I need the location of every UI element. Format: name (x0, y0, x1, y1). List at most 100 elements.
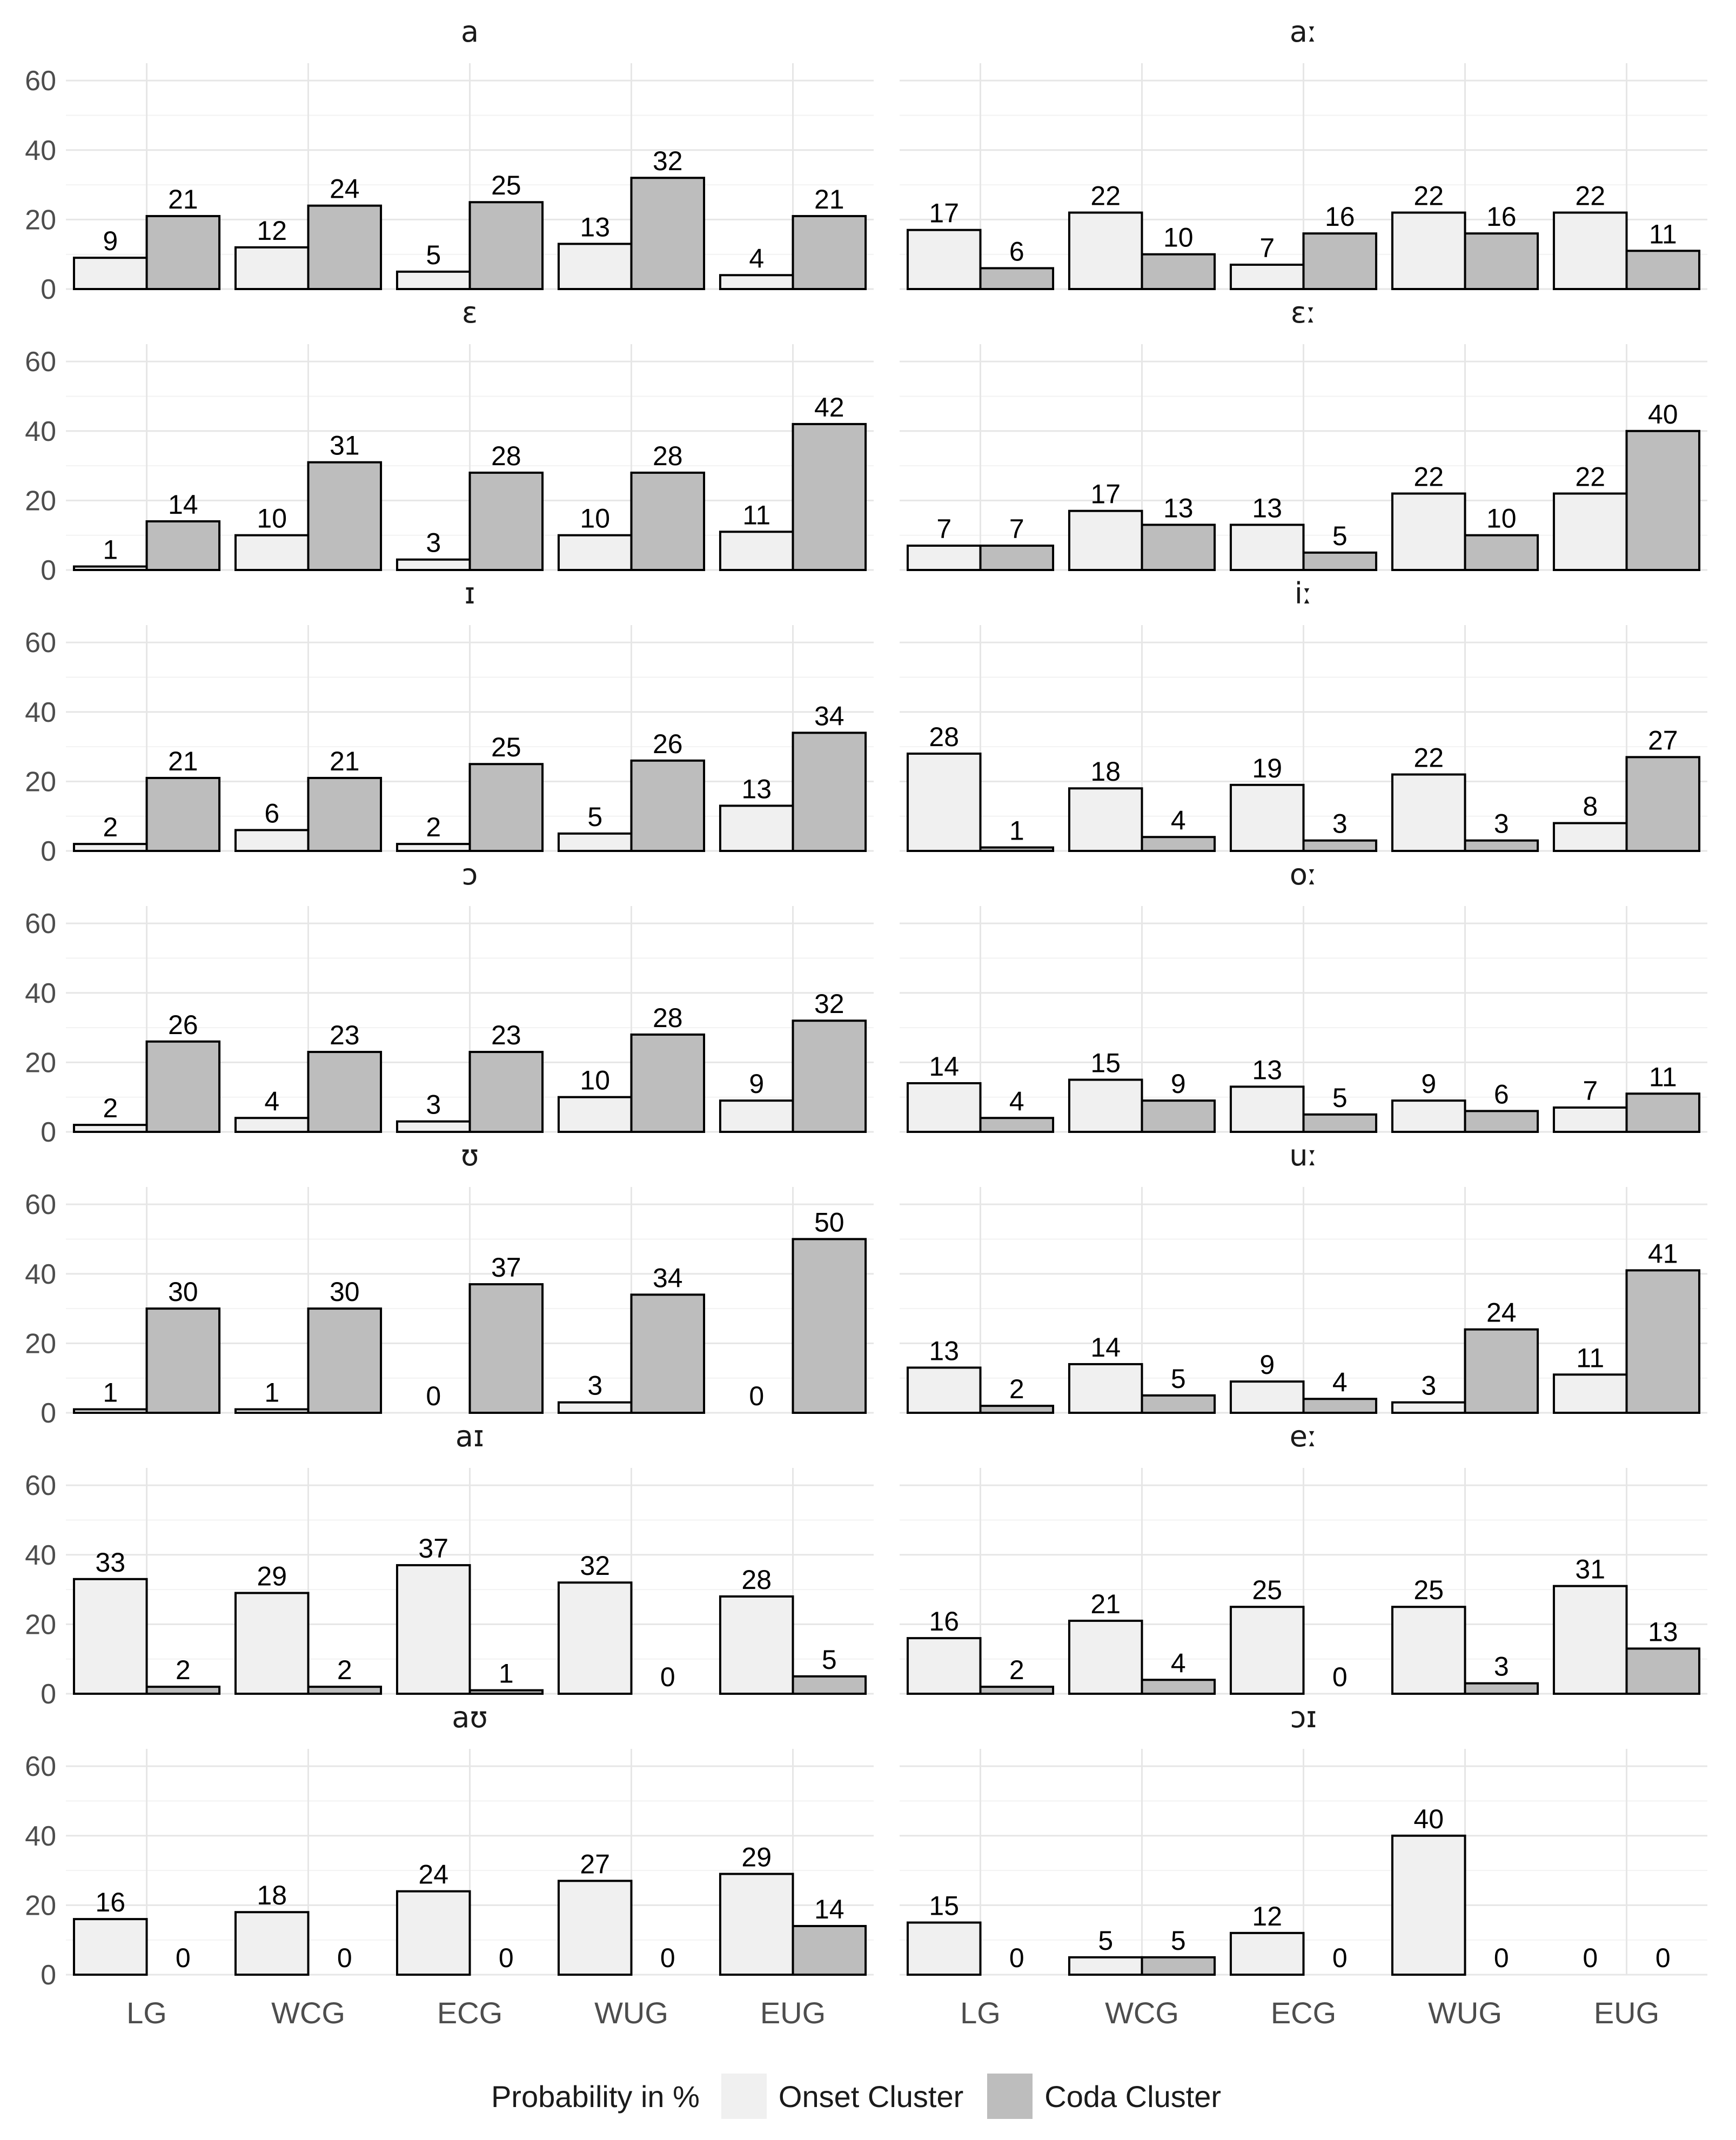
data-label-coda: 5 (1332, 521, 1348, 551)
data-label-onset: 21 (1090, 1589, 1121, 1619)
y-tick-label: 20 (25, 1047, 56, 1078)
y-tick-label: 0 (41, 1679, 56, 1710)
facet-title: ɛː (1291, 296, 1316, 330)
data-label-coda: 2 (176, 1655, 191, 1685)
data-label-onset: 22 (1413, 181, 1444, 211)
data-label-onset: 2 (103, 1093, 118, 1123)
data-label-onset: 5 (587, 802, 602, 832)
data-label-onset: 5 (426, 240, 441, 270)
x-tick-label: WUG (594, 1996, 668, 2030)
data-label-onset: 33 (95, 1547, 125, 1578)
data-label-coda: 32 (814, 989, 844, 1019)
data-label-coda: 0 (1332, 1662, 1348, 1692)
y-tick-label: 60 (25, 65, 56, 97)
bar-coda (468, 1051, 544, 1133)
bar-onset (1229, 1606, 1305, 1695)
bar-coda (630, 1033, 706, 1133)
data-label-coda: 14 (814, 1894, 844, 1924)
bar-onset (1068, 211, 1143, 290)
data-label-onset: 1 (264, 1378, 279, 1408)
bar-onset (1552, 1106, 1628, 1133)
bar-coda (1141, 1394, 1216, 1414)
data-label-onset: 9 (749, 1069, 764, 1099)
bar-onset (1391, 1606, 1466, 1695)
bar-coda (1302, 232, 1378, 291)
bar-onset (1068, 1078, 1143, 1133)
bar-coda (979, 1117, 1055, 1133)
bar-onset (1552, 492, 1628, 571)
bar-coda (468, 1689, 544, 1695)
bar-onset (557, 832, 633, 853)
bar-coda (307, 1307, 383, 1414)
y-tick-label: 40 (25, 697, 56, 728)
y-tick-label: 60 (25, 908, 56, 940)
data-label-onset: 7 (1583, 1076, 1598, 1106)
facet-title: aʊ (452, 1700, 487, 1734)
bar-onset (1552, 1585, 1628, 1695)
data-label-onset: 8 (1583, 791, 1598, 822)
data-label-onset: 13 (580, 212, 610, 242)
facet-title: ɔ (462, 857, 478, 891)
bar-onset (72, 257, 148, 290)
data-label-coda: 11 (1649, 219, 1677, 249)
bar-onset (906, 544, 982, 572)
data-label-coda: 0 (176, 1943, 191, 1973)
data-label-coda: 26 (168, 1010, 198, 1040)
data-label-coda: 13 (1648, 1616, 1678, 1647)
data-label-coda: 0 (1655, 1943, 1671, 1973)
data-label-coda: 5 (1171, 1926, 1186, 1956)
data-label-onset: 24 (418, 1860, 448, 1890)
bar-onset (557, 1880, 633, 1976)
data-label-onset: 12 (1252, 1901, 1282, 1931)
bar-onset (1391, 211, 1466, 290)
x-tick-label: EUG (1594, 1996, 1659, 2030)
bar-coda (630, 759, 706, 853)
y-tick-label: 0 (41, 1960, 56, 1991)
y-tick-label: 40 (25, 1259, 56, 1290)
bar-onset (719, 1595, 794, 1695)
data-label-coda: 5 (1332, 1083, 1348, 1113)
legend-key-onset (721, 2074, 767, 2119)
data-label-onset: 22 (1575, 462, 1605, 492)
bar-onset (234, 246, 310, 291)
bar-onset (719, 1099, 794, 1133)
bar-coda (1625, 430, 1701, 571)
bar-onset (234, 1408, 310, 1414)
x-tick-label: ECG (1271, 1996, 1336, 2030)
data-label-coda: 9 (1171, 1069, 1186, 1099)
y-tick-label: 60 (25, 346, 56, 378)
bar-coda (1464, 839, 1539, 852)
data-label-onset: 15 (1090, 1048, 1121, 1078)
legend-key-coda (987, 2074, 1033, 2119)
data-label-coda: 14 (168, 489, 198, 520)
y-tick-label: 20 (25, 766, 56, 797)
data-label-coda: 30 (168, 1277, 198, 1307)
data-label-coda: 4 (1009, 1086, 1024, 1116)
data-label-onset: 9 (103, 226, 118, 256)
bar-coda (979, 544, 1055, 572)
bar-onset (1552, 211, 1628, 290)
bar-coda (1464, 1328, 1539, 1414)
legend-title: Probability in % (491, 2079, 700, 2114)
x-tick-label: WCG (1105, 1996, 1179, 2030)
data-label-onset: 12 (257, 216, 287, 246)
facet-title: iː (1295, 576, 1312, 611)
bar-coda (307, 461, 383, 572)
bar-onset (234, 829, 310, 853)
bar-coda (1464, 1682, 1539, 1695)
bar-onset (1552, 1373, 1628, 1414)
bar-onset (1068, 509, 1143, 572)
data-label-onset: 29 (741, 1842, 772, 1873)
bar-onset (1068, 1956, 1143, 1976)
data-label-onset: 7 (936, 514, 951, 544)
data-label-coda: 4 (1171, 1648, 1186, 1678)
data-label-coda: 40 (1648, 399, 1678, 430)
data-label-onset: 17 (929, 198, 959, 229)
data-label-onset: 5 (1098, 1926, 1113, 1956)
bar-onset (1391, 1401, 1466, 1414)
data-label-coda: 0 (499, 1943, 514, 1973)
data-label-onset: 2 (103, 812, 118, 842)
bar-coda (792, 422, 867, 572)
data-label-onset: 16 (929, 1606, 959, 1636)
bar-onset (906, 1637, 982, 1695)
